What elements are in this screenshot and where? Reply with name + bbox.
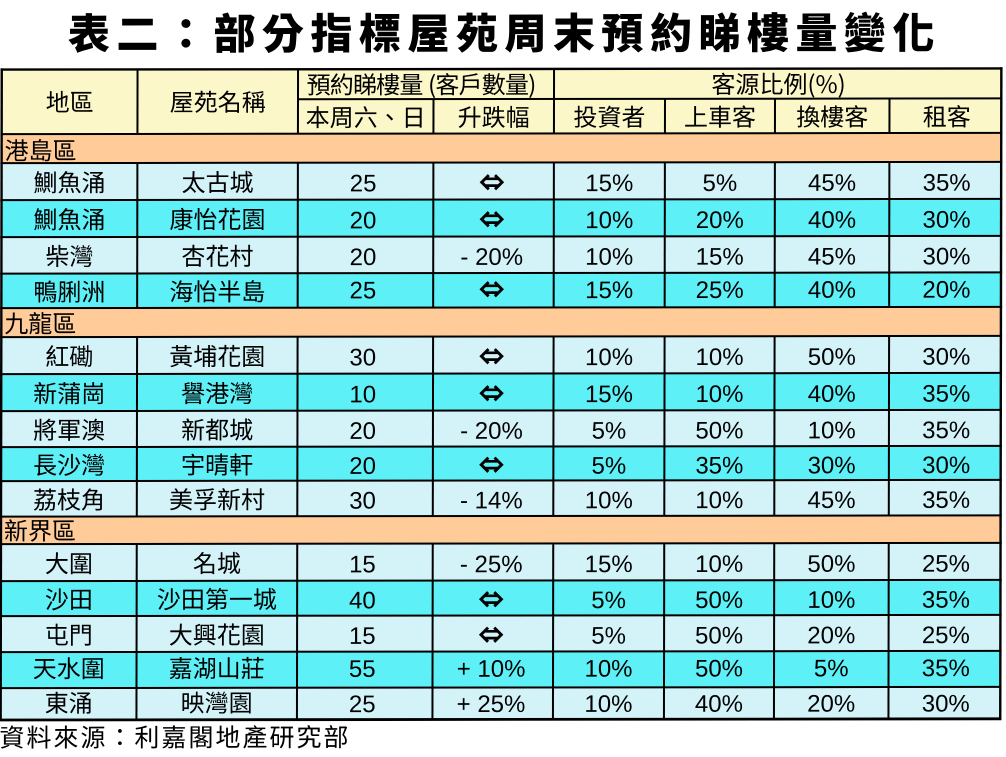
svg-text:50%: 50%: [807, 551, 855, 578]
svg-text:25%: 25%: [922, 551, 970, 578]
svg-text:- 14%: - 14%: [460, 487, 523, 514]
svg-text:40%: 40%: [808, 381, 856, 408]
svg-text:20: 20: [349, 453, 376, 480]
svg-text:10%: 10%: [585, 344, 633, 371]
svg-text:55: 55: [349, 656, 376, 683]
svg-text:10%: 10%: [695, 381, 743, 408]
svg-text:10%: 10%: [695, 487, 743, 514]
svg-text:40: 40: [349, 587, 376, 614]
svg-text:50%: 50%: [695, 417, 743, 444]
svg-text:25: 25: [350, 277, 377, 304]
svg-text:50%: 50%: [695, 587, 743, 614]
svg-text:20%: 20%: [807, 622, 855, 649]
svg-text:- 20%: - 20%: [460, 244, 523, 271]
svg-text:30: 30: [349, 344, 376, 371]
svg-text:45%: 45%: [808, 170, 856, 197]
svg-text:20: 20: [350, 244, 377, 271]
svg-text:10%: 10%: [585, 487, 633, 514]
svg-text:35%: 35%: [923, 170, 971, 197]
svg-text:- 20%: - 20%: [460, 418, 523, 445]
svg-text:35%: 35%: [922, 655, 970, 682]
svg-text:10%: 10%: [585, 244, 633, 271]
svg-text:- 25%: - 25%: [460, 551, 523, 578]
svg-text:15%: 15%: [585, 381, 633, 408]
svg-text:10%: 10%: [584, 656, 632, 683]
svg-text:35%: 35%: [922, 417, 970, 444]
svg-text:30%: 30%: [923, 207, 971, 234]
svg-text:50%: 50%: [695, 622, 743, 649]
svg-text:10%: 10%: [696, 344, 744, 371]
svg-text:20%: 20%: [696, 207, 744, 234]
svg-text:20%: 20%: [922, 277, 970, 304]
svg-text:15%: 15%: [585, 551, 633, 578]
svg-text:10%: 10%: [695, 551, 743, 578]
svg-text:10%: 10%: [808, 417, 856, 444]
svg-text:35%: 35%: [922, 587, 970, 614]
svg-text:25%: 25%: [696, 277, 744, 304]
svg-text:10%: 10%: [585, 207, 633, 234]
svg-text:5%: 5%: [592, 453, 627, 480]
svg-text:+ 10%: + 10%: [457, 656, 526, 683]
svg-text:30: 30: [349, 488, 376, 515]
svg-text:45%: 45%: [808, 487, 856, 514]
svg-text:20: 20: [350, 207, 377, 234]
svg-text:15: 15: [349, 623, 376, 650]
svg-text:15%: 15%: [696, 244, 744, 271]
svg-text:50%: 50%: [695, 655, 743, 682]
svg-text:10%: 10%: [584, 691, 632, 718]
svg-text:5%: 5%: [702, 170, 737, 197]
svg-text:10: 10: [349, 381, 376, 408]
svg-text:25%: 25%: [922, 622, 970, 649]
svg-text:35%: 35%: [922, 487, 970, 514]
svg-text:30%: 30%: [922, 344, 970, 371]
svg-text:30%: 30%: [922, 243, 970, 270]
svg-text:25: 25: [349, 691, 376, 718]
svg-text:35%: 35%: [922, 381, 970, 408]
svg-text:40%: 40%: [808, 277, 856, 304]
svg-text:20: 20: [349, 418, 376, 445]
svg-text:15%: 15%: [585, 277, 633, 304]
svg-text:30%: 30%: [922, 690, 970, 717]
svg-text:15: 15: [349, 551, 376, 578]
svg-text:30%: 30%: [922, 452, 970, 479]
svg-text:40%: 40%: [808, 207, 856, 234]
svg-text:30%: 30%: [808, 452, 856, 479]
svg-text:10%: 10%: [807, 587, 855, 614]
svg-text:5%: 5%: [591, 623, 626, 650]
svg-text:5%: 5%: [591, 587, 626, 614]
svg-text:5%: 5%: [814, 655, 849, 682]
svg-text:45%: 45%: [808, 243, 856, 270]
svg-text:25: 25: [350, 170, 377, 197]
svg-text:35%: 35%: [695, 452, 743, 479]
svg-text:50%: 50%: [808, 344, 856, 371]
svg-text:20%: 20%: [807, 691, 855, 718]
svg-text:+ 25%: + 25%: [457, 691, 526, 718]
svg-text:15%: 15%: [585, 170, 633, 197]
svg-text:5%: 5%: [592, 418, 627, 445]
svg-text:40%: 40%: [695, 691, 743, 718]
